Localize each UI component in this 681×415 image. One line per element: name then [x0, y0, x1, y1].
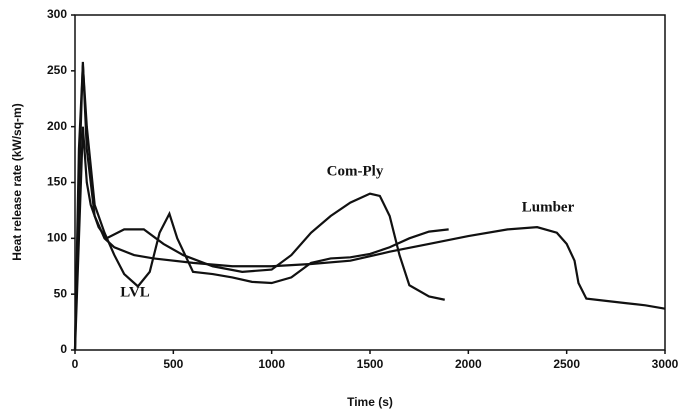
y-tick-label: 300: [47, 7, 67, 21]
x-tick-label: 2000: [455, 357, 482, 371]
y-tick-label: 50: [54, 286, 68, 300]
x-tick-label: 500: [163, 357, 183, 371]
x-tick-label: 0: [72, 357, 79, 371]
series-label: LVL: [120, 284, 149, 300]
x-tick-label: 3000: [652, 357, 679, 371]
series-line: [73, 61, 666, 351]
series-line: [73, 65, 449, 351]
y-axis-label: Heat release rate (kW/sq-m): [10, 103, 24, 260]
y-tick-label: 250: [47, 63, 67, 77]
x-axis-label: Time (s): [347, 395, 393, 409]
y-tick-label: 150: [47, 175, 67, 189]
x-tick-label: 1000: [258, 357, 285, 371]
x-tick-label: 1500: [357, 357, 384, 371]
series-label: Lumber: [522, 199, 575, 215]
x-tick-label: 2500: [553, 357, 580, 371]
y-tick-label: 200: [47, 119, 67, 133]
plot-frame: [74, 14, 666, 351]
series-label: Com-Ply: [327, 163, 384, 179]
series-line: [73, 126, 445, 351]
y-tick-label: 100: [47, 231, 67, 245]
y-tick-label: 0: [60, 342, 67, 356]
